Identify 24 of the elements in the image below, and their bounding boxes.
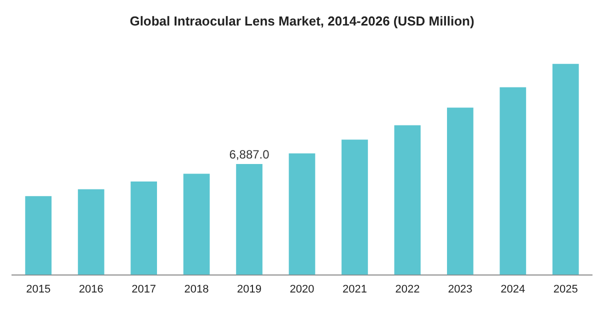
x-tick-label: 2023 <box>448 283 472 296</box>
bar <box>236 164 262 275</box>
x-tick-label: 2021 <box>342 283 367 296</box>
bar <box>447 108 474 275</box>
bar <box>25 196 52 275</box>
bar <box>183 174 210 275</box>
x-tick-label: 2019 <box>237 283 262 296</box>
bar <box>342 140 368 275</box>
bar <box>288 153 316 275</box>
x-tick-label: 2022 <box>395 283 420 296</box>
x-tick-label: 2018 <box>184 283 209 296</box>
bar <box>78 189 104 275</box>
x-tick-label: 2025 <box>553 283 578 296</box>
x-tick-label: 2024 <box>500 283 526 296</box>
bar <box>552 64 579 275</box>
data-label: 6,887.0 <box>229 147 270 162</box>
bar <box>500 87 526 275</box>
x-tick-label: 2020 <box>290 283 314 296</box>
x-tick-label: 2016 <box>78 283 104 296</box>
x-tick-label: 2017 <box>132 283 156 296</box>
bar <box>394 125 421 275</box>
chart-title: Global Intraocular Lens Market, 2014-2026 (USD Million) <box>130 13 474 28</box>
x-tick-label: 2015 <box>26 283 51 296</box>
bar <box>130 182 157 275</box>
